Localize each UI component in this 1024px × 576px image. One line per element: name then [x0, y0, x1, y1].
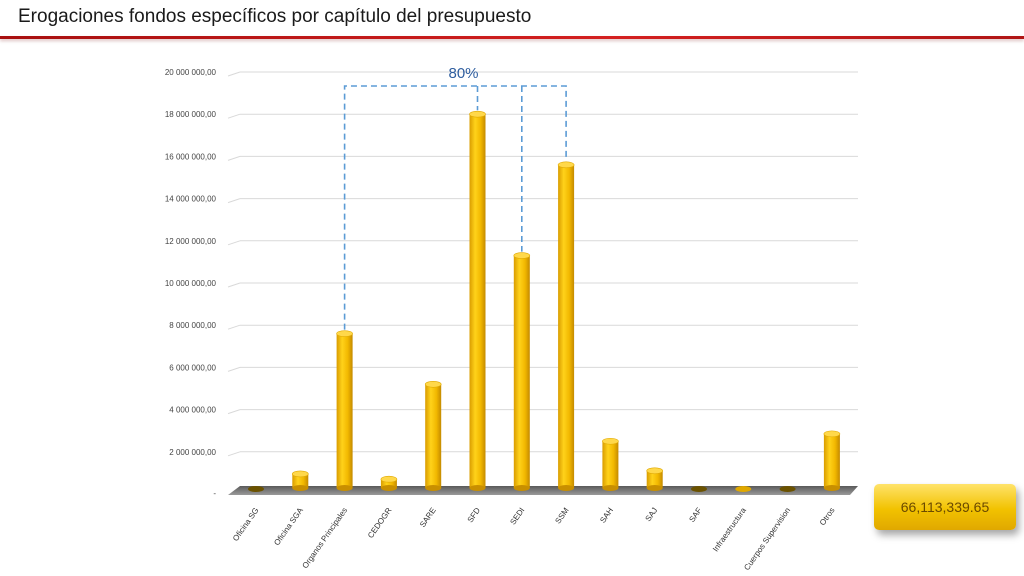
gridline-depth — [227, 113, 241, 119]
bar-top — [336, 330, 353, 337]
x-tick-label: SEDI — [508, 506, 526, 526]
x-tick-label: Otros — [818, 506, 837, 527]
bar-top — [469, 110, 486, 118]
bar — [469, 110, 486, 491]
y-tick-label: - — [213, 489, 216, 498]
y-tick-label: 16 000 000,00 — [165, 152, 217, 161]
bar — [602, 437, 619, 491]
bar-base — [292, 485, 309, 491]
bar-base — [735, 486, 752, 492]
bar — [513, 252, 531, 491]
bar-body — [425, 384, 442, 488]
bar-body — [823, 433, 840, 488]
x-tick-label: SFD — [466, 506, 483, 524]
x-tick-label: SAJ — [644, 506, 660, 523]
x-tick-label: SAH — [598, 506, 615, 525]
y-tick-label: 8 000 000,00 — [169, 321, 216, 330]
x-tick-label: Oficina SGA — [272, 505, 305, 547]
bar-body — [602, 441, 619, 488]
bar-top — [557, 161, 575, 169]
y-tick-label: 20 000 000,00 — [165, 68, 217, 77]
bar — [557, 161, 575, 491]
y-tick-label: 10 000 000,00 — [165, 279, 217, 288]
bar-body — [336, 333, 353, 488]
bar-base — [602, 485, 619, 491]
gridline-depth — [227, 198, 241, 204]
y-tick-label: 4 000 000,00 — [169, 406, 216, 415]
y-tick-label: 14 000 000,00 — [165, 195, 217, 204]
y-tick-label: 18 000 000,00 — [165, 110, 217, 119]
bar-body — [558, 164, 575, 488]
bar — [291, 470, 309, 491]
gridline-depth — [227, 282, 241, 288]
bar-top — [646, 467, 664, 475]
bar-base — [336, 485, 353, 491]
gridline-depth — [227, 366, 241, 372]
gridline-depth — [227, 71, 241, 77]
page-title: Erogaciones fondos específicos por capít… — [18, 6, 532, 27]
bar-top — [424, 380, 442, 388]
x-tick-label: CEDOGR — [366, 506, 394, 540]
y-tick-label: 12 000 000,00 — [165, 237, 217, 246]
bar-base — [469, 485, 486, 491]
bar-body — [380, 479, 397, 488]
x-tick-label: SSM — [553, 506, 571, 526]
bar-top — [380, 475, 398, 483]
bar-base — [248, 486, 264, 492]
gridline-depth — [227, 240, 241, 246]
bar-base — [380, 485, 397, 491]
bar-base — [691, 486, 707, 492]
bar-body — [513, 255, 530, 488]
bar — [691, 486, 707, 492]
gridline-depth — [227, 155, 241, 161]
bar — [248, 486, 264, 492]
bar-base — [646, 485, 663, 491]
bar-base — [779, 486, 796, 492]
bar — [424, 380, 442, 491]
x-tick-label: Cuerpos Supervision — [742, 506, 792, 572]
bar-base — [425, 485, 442, 491]
bar-top — [823, 430, 841, 438]
y-tick-label: 6 000 000,00 — [169, 363, 216, 372]
bar — [779, 486, 796, 492]
total-badge: 66,113,339.65 — [874, 484, 1016, 530]
gridline-depth — [227, 409, 241, 415]
bar-top — [291, 470, 309, 478]
x-tick-label: SARE — [418, 506, 438, 529]
bar — [823, 430, 841, 491]
x-tick-label: Organos Principales — [301, 506, 350, 570]
annotation-label: 80% — [448, 65, 478, 82]
bar — [336, 330, 353, 491]
x-tick-label: Infraestructura — [711, 506, 748, 554]
y-tick-label: 2 000 000,00 — [169, 448, 216, 457]
gridline-depth — [227, 451, 241, 457]
bar-top — [513, 252, 531, 259]
bar-base — [513, 485, 530, 491]
x-tick-label: SAF — [687, 506, 703, 524]
bar — [735, 486, 752, 492]
bar-body — [469, 114, 486, 488]
bar-base — [558, 485, 575, 491]
x-tick-label: Oficina SG — [231, 506, 261, 543]
bar-top — [602, 437, 619, 445]
title-divider — [0, 36, 1024, 39]
bar-base — [823, 485, 840, 491]
bar-body — [292, 473, 309, 488]
chart-floor — [228, 486, 858, 495]
gridline-depth — [227, 324, 241, 330]
bar-body — [646, 470, 663, 488]
bar — [646, 467, 664, 491]
bar — [380, 475, 398, 491]
bracket-line — [343, 85, 567, 330]
